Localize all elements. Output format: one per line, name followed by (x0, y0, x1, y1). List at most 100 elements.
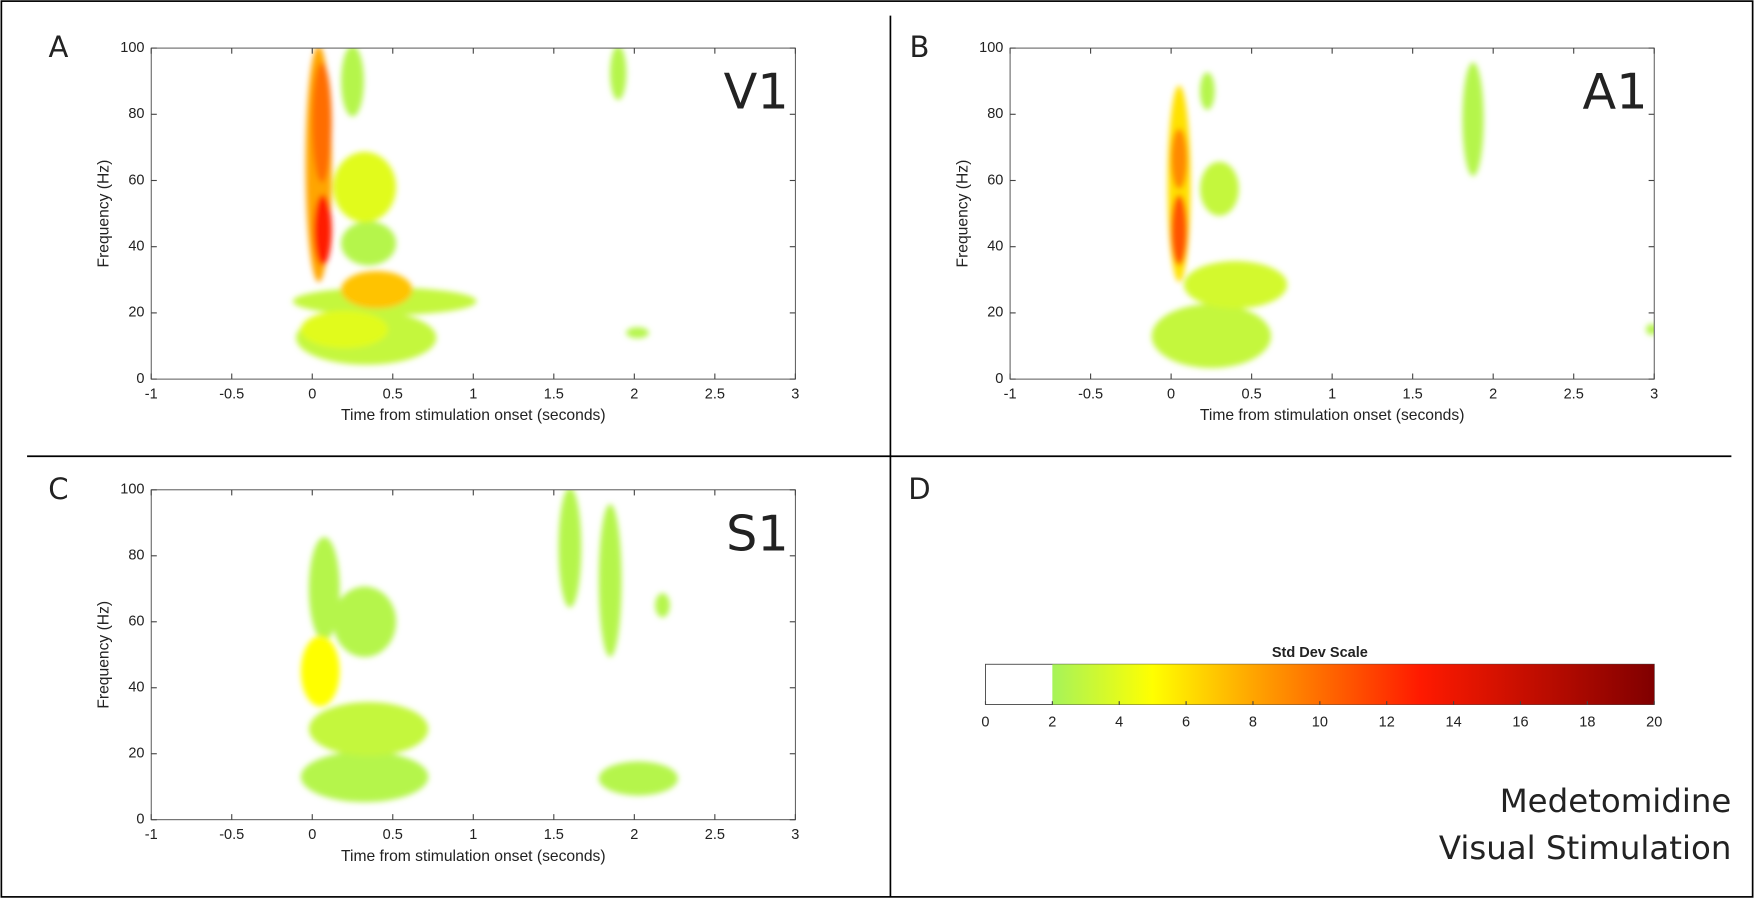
x-tick-label: 6 (1182, 714, 1190, 730)
x-tick-label: -1 (145, 387, 158, 403)
x-tick-label: 20 (1646, 714, 1662, 730)
heat-cell (1170, 194, 1188, 266)
heat-cell (1151, 304, 1272, 369)
heat-cell (598, 761, 678, 796)
heatmap (300, 489, 678, 803)
plot-area (151, 489, 796, 820)
heatmap (1151, 62, 1655, 369)
heat-cell (333, 586, 397, 658)
x-tick-label: 0.5 (383, 387, 403, 403)
y-tick-label: 20 (987, 305, 1003, 321)
panel-letter: D (908, 472, 930, 506)
note: Visual Stimulation (1439, 829, 1732, 867)
heat-cell (341, 48, 364, 117)
x-tick-label: 1 (469, 827, 477, 843)
y-axis-label: Frequency (Hz) (954, 160, 971, 268)
heat-cell (598, 504, 622, 658)
y-tick-label: 20 (128, 305, 144, 321)
x-axis-label: Time from stimulation onset (seconds) (1200, 407, 1465, 424)
x-tick-label: 10 (1312, 714, 1328, 730)
x-tick-label: 1 (469, 387, 477, 403)
y-axis-label: Frequency (Hz) (95, 160, 112, 268)
heat-cell (300, 636, 340, 707)
x-tick-label: 4 (1115, 714, 1123, 730)
y-tick-label: 80 (987, 106, 1003, 122)
heat-cell (1646, 323, 1655, 335)
heat-cell (300, 751, 429, 803)
x-tick-label: 1.5 (544, 387, 564, 403)
plot-area (151, 48, 796, 380)
heat-cell (308, 537, 340, 641)
x-tick-label: 0 (308, 827, 316, 843)
y-tick-label: 20 (128, 746, 144, 762)
heat-cell (610, 48, 627, 100)
heatmap (292, 48, 649, 365)
heat-cell (300, 310, 389, 349)
x-tick-label: 3 (1650, 387, 1658, 403)
region-label: S1 (726, 504, 789, 562)
y-tick-label: 100 (979, 40, 1003, 56)
heat-cell (333, 151, 397, 223)
x-tick-label: 2 (630, 387, 638, 403)
x-tick-label: -1 (145, 827, 158, 843)
region-label: V1 (724, 63, 789, 121)
y-tick-label: 100 (120, 40, 144, 56)
y-tick-label: 60 (128, 172, 144, 188)
x-tick-label: 8 (1249, 714, 1257, 730)
y-tick-label: 40 (128, 680, 144, 696)
x-axis-label: Time from stimulation onset (seconds) (341, 848, 606, 865)
y-tick-label: 80 (128, 106, 144, 122)
y-tick-label: 60 (987, 172, 1003, 188)
colorbar (1052, 664, 1655, 705)
x-tick-label: 1 (1328, 387, 1336, 403)
x-tick-label: 18 (1579, 714, 1595, 730)
heat-cell (341, 221, 397, 266)
x-tick-label: 12 (1379, 714, 1395, 730)
x-tick-label: -0.5 (219, 827, 244, 843)
panel-letter: B (910, 30, 930, 64)
heat-cell (1183, 261, 1288, 309)
x-tick-label: 3 (791, 827, 799, 843)
x-tick-label: 0 (1167, 387, 1175, 403)
x-tick-label: 0 (981, 714, 989, 730)
x-tick-label: -1 (1004, 387, 1017, 403)
x-tick-label: 2 (630, 827, 638, 843)
heat-cell (626, 327, 649, 339)
x-tick-label: 16 (1512, 714, 1528, 730)
x-tick-label: 14 (1446, 714, 1462, 730)
y-tick-label: 60 (128, 614, 144, 630)
heat-cell (1170, 128, 1188, 190)
panel-letter: C (48, 472, 68, 506)
heat-cell (655, 593, 670, 618)
y-tick-label: 0 (136, 371, 144, 387)
note: Medetomidine (1500, 782, 1732, 820)
y-tick-label: 100 (120, 482, 144, 498)
y-tick-label: 40 (128, 239, 144, 255)
plot-area (1010, 48, 1655, 380)
heat-cell (1199, 161, 1239, 216)
heat-cell (313, 194, 332, 266)
x-tick-label: 2.5 (705, 387, 725, 403)
x-tick-label: 2.5 (1564, 387, 1584, 403)
heat-cell (1199, 72, 1215, 110)
y-axis-label: Frequency (Hz) (95, 601, 112, 709)
x-tick-label: 1.5 (1403, 387, 1423, 403)
region-label: A1 (1583, 63, 1648, 121)
panel-letter: A (48, 30, 68, 64)
heat-cell (558, 489, 582, 608)
x-tick-label: 0 (308, 387, 316, 403)
y-tick-label: 0 (136, 812, 144, 828)
x-axis-label: Time from stimulation onset (seconds) (341, 407, 606, 424)
colorbar-title: Std Dev Scale (1272, 645, 1368, 661)
y-tick-label: 0 (995, 371, 1003, 387)
heat-cell (1462, 62, 1484, 177)
x-tick-label: 2 (1489, 387, 1497, 403)
y-tick-label: 40 (987, 239, 1003, 255)
x-tick-label: 1.5 (544, 827, 564, 843)
x-tick-label: 2.5 (705, 827, 725, 843)
heat-cell (308, 702, 429, 756)
x-tick-label: 2 (1048, 714, 1056, 730)
